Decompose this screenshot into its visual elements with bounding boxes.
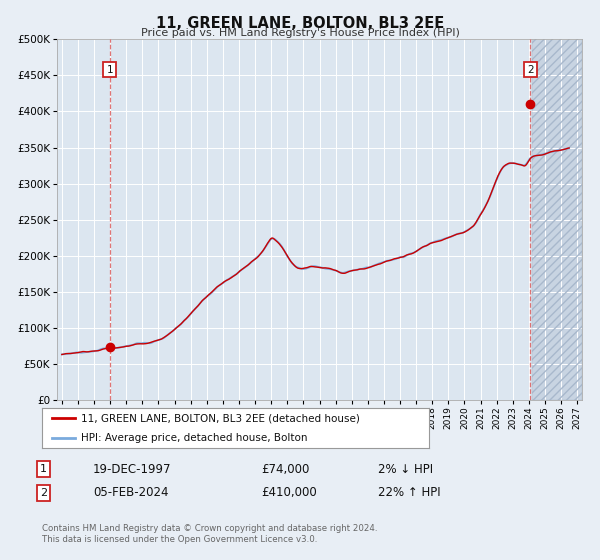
Text: 11, GREEN LANE, BOLTON, BL3 2EE (detached house): 11, GREEN LANE, BOLTON, BL3 2EE (detache… [81, 413, 359, 423]
Text: Contains HM Land Registry data © Crown copyright and database right 2024.: Contains HM Land Registry data © Crown c… [42, 524, 377, 533]
Text: £74,000: £74,000 [261, 463, 310, 476]
Text: HPI: Average price, detached house, Bolton: HPI: Average price, detached house, Bolt… [81, 432, 307, 442]
Text: 1: 1 [40, 464, 47, 474]
Text: This data is licensed under the Open Government Licence v3.0.: This data is licensed under the Open Gov… [42, 535, 317, 544]
Bar [532, 39, 582, 400]
Text: 19-DEC-1997: 19-DEC-1997 [93, 463, 172, 476]
Text: Price paid vs. HM Land Registry's House Price Index (HPI): Price paid vs. HM Land Registry's House … [140, 28, 460, 38]
Text: 22% ↑ HPI: 22% ↑ HPI [378, 486, 440, 500]
Text: 2: 2 [40, 488, 47, 498]
Text: 2% ↓ HPI: 2% ↓ HPI [378, 463, 433, 476]
Text: 1: 1 [106, 64, 113, 74]
Text: 05-FEB-2024: 05-FEB-2024 [93, 486, 169, 500]
Text: 11, GREEN LANE, BOLTON, BL3 2EE: 11, GREEN LANE, BOLTON, BL3 2EE [156, 16, 444, 31]
Text: £410,000: £410,000 [261, 486, 317, 500]
Text: 2: 2 [527, 64, 533, 74]
